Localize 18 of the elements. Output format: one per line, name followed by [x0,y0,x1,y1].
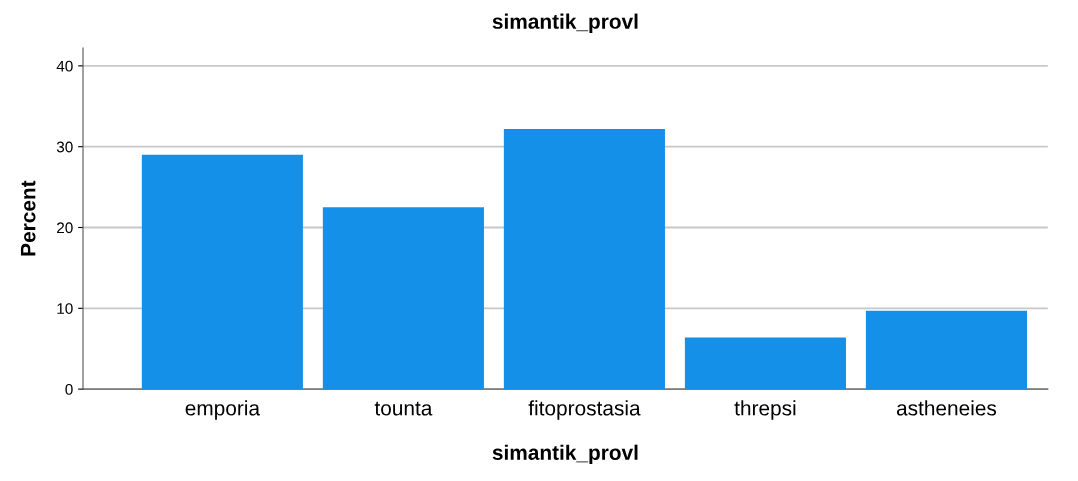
y-tick-label: 0 [65,384,73,395]
x-tick-label: threpsi [734,400,796,420]
bar [503,128,665,390]
y-tick-label: 20 [57,222,73,234]
x-tick-label: astheneies [896,400,997,416]
y-axis-title: Percent [20,180,36,256]
bar [141,154,303,390]
y-tick-label: 10 [57,303,73,314]
y-tick-label: 40 [56,60,73,72]
x-tick-label: tounta [374,401,433,416]
bar [322,207,484,390]
x-tick-label: fitoprostasia [528,400,641,420]
bar [865,310,1027,390]
x-tick-label: emporia [185,400,261,420]
y-tick-label: 30 [56,141,73,153]
x-axis-title: simantik_provl [492,444,638,465]
chart-title: simantik_provl [492,13,638,33]
bar [684,337,846,390]
